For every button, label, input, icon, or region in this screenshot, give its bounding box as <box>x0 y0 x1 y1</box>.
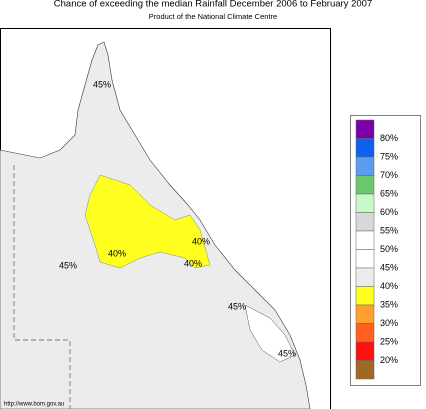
subtitle: Product of the National Climate Centre <box>149 12 277 21</box>
legend-swatch <box>355 341 375 361</box>
legend-swatch <box>355 119 375 139</box>
legend-swatch <box>355 212 375 232</box>
map-label: 45% <box>93 79 111 89</box>
legend-label: 40% <box>380 281 398 291</box>
legend-swatch <box>355 193 375 213</box>
legend-label: 45% <box>380 262 398 272</box>
legend-label: 50% <box>380 244 398 254</box>
map-label: 45% <box>278 348 296 358</box>
legend-swatch <box>355 323 375 343</box>
map-label: 40% <box>192 236 210 246</box>
map-label: 45% <box>59 260 77 270</box>
legend-label: 80% <box>380 133 398 143</box>
legend-label: 60% <box>380 207 398 217</box>
legend-label: 35% <box>380 299 398 309</box>
legend-swatch <box>355 267 375 287</box>
legend-swatch <box>355 249 375 269</box>
map-label: 40% <box>108 248 126 258</box>
contour-region <box>244 304 296 363</box>
legend-label: 25% <box>380 336 398 346</box>
legend-swatch <box>355 156 375 176</box>
source-url: http://www.bom.gov.au <box>4 402 64 408</box>
legend-swatch <box>355 360 375 380</box>
map-label: 45% <box>228 301 246 311</box>
legend-swatch <box>355 304 375 324</box>
legend-swatch <box>355 175 375 195</box>
legend-swatch <box>355 286 375 306</box>
map-label: 40% <box>184 258 202 268</box>
legend-label: 20% <box>380 355 398 365</box>
legend-label: 30% <box>380 318 398 328</box>
yellow-region <box>84 174 211 269</box>
legend-swatch <box>355 230 375 250</box>
legend-label: 75% <box>380 151 398 161</box>
legend-label: 70% <box>380 170 398 180</box>
legend-swatch <box>355 138 375 158</box>
legend-label: 55% <box>380 225 398 235</box>
title: Chance of exceeding the median Rainfall … <box>54 0 372 10</box>
state-border <box>13 165 71 409</box>
legend-label: 65% <box>380 188 398 198</box>
